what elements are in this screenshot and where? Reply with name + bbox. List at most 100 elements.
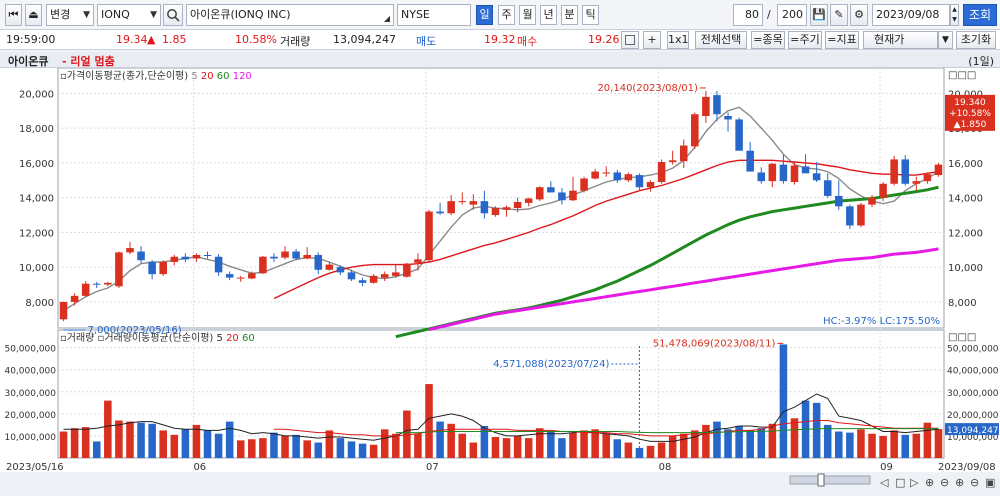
candle-body: [558, 192, 566, 201]
chart-control-icon[interactable]: ◁: [880, 476, 889, 489]
volume-bar: [325, 430, 334, 458]
chart-title-bar: 아이온큐 - 리얼 멈춤 (1일): [0, 52, 1000, 68]
x-tick-label: 07: [426, 462, 439, 473]
volume-legend: ▫거래량 ▫거래량이동평균(단순이평) 5 20 60: [60, 332, 255, 344]
candle-body: [425, 211, 433, 261]
period-month[interactable]: 월: [519, 5, 536, 25]
x-tick-label: 08: [659, 462, 672, 473]
exchange-select[interactable]: 변경 ▼: [46, 4, 94, 26]
collapse-icon[interactable]: ⏏: [25, 4, 42, 26]
current-price-tag-bg: [945, 94, 995, 131]
volume-bar: [159, 430, 167, 458]
volume-tick-label-left: 30,000,000: [4, 389, 56, 399]
chart-control-icon[interactable]: ⊖: [970, 476, 979, 489]
ratio-button[interactable]: 1x1: [667, 31, 689, 49]
save-icon: 💾: [812, 8, 826, 21]
volume-bar: [447, 423, 455, 458]
query-button[interactable]: 조회: [963, 4, 997, 26]
volume-bar: [901, 434, 910, 458]
draw-button[interactable]: ✎: [830, 4, 848, 26]
volume-bar: [491, 437, 500, 458]
price-ma-legend: ▫가격이동평균(종가,단순이평) 5 20 60 120: [60, 69, 252, 82]
date-value: 2023/09/08: [876, 8, 940, 21]
search-button[interactable]: [163, 4, 183, 26]
save-button[interactable]: 💾: [810, 4, 828, 26]
main-toolbar: ⏮ ⏏ 변경 ▼ IONQ ▼ 아이온큐(IONQ INC) ◢ NYSE 일 …: [0, 0, 1000, 30]
zoom-in-button[interactable]: +: [643, 31, 661, 49]
period-minute[interactable]: 분: [561, 5, 578, 25]
candle-body: [491, 208, 500, 216]
price-mode-label: 현재가: [874, 33, 905, 46]
candle-body: [602, 172, 610, 174]
indicator-button[interactable]: =지표: [825, 31, 859, 49]
scroll-track[interactable]: [789, 475, 871, 485]
checkbox-button[interactable]: [621, 31, 639, 49]
period-tick[interactable]: 틱: [582, 5, 599, 25]
bar-count-input[interactable]: 80: [733, 4, 763, 26]
price-tick-label-left: 10,000: [19, 263, 54, 274]
price-mode-select[interactable]: 현재가: [863, 31, 938, 49]
candle-body: [912, 181, 921, 184]
date-spinner[interactable]: ▲ ▼: [950, 4, 959, 26]
candle-body: [170, 256, 179, 262]
quote-time: 19:59:00: [6, 33, 56, 46]
candle-body: [857, 204, 865, 226]
scroll-thumb[interactable]: [817, 473, 825, 487]
candle-body: [214, 256, 223, 273]
chart-control-icon[interactable]: ⊖: [940, 476, 949, 489]
candle-body: [801, 166, 810, 174]
candle-body: [823, 180, 832, 196]
chart-symbol-name: 아이온큐: [8, 55, 49, 68]
volume-panel-buttons: □□□: [948, 332, 976, 343]
chart-control-icon[interactable]: ▷: [910, 476, 919, 489]
candle-body: [248, 273, 256, 279]
volume-bar: [691, 430, 699, 458]
candle-body: [325, 264, 334, 270]
price-tick-label-left: 16,000: [19, 159, 54, 170]
candle-body: [513, 202, 522, 209]
symbol-code-input[interactable]: IONQ ▼: [97, 4, 161, 26]
ask-label: 매도: [416, 35, 437, 48]
bar-total-field: 200: [777, 4, 807, 26]
price-tick-label-right: 12,000: [948, 228, 983, 239]
candle-body: [868, 197, 876, 205]
volume-bar: [148, 423, 156, 458]
candle-body: [580, 178, 588, 191]
period-button[interactable]: =주기: [788, 31, 822, 49]
chart-control-icon[interactable]: □: [895, 476, 905, 489]
candle-body: [524, 198, 533, 203]
volume-tick-label-left: 40,000,000: [4, 367, 56, 377]
date-input[interactable]: 2023/09/08: [872, 4, 950, 26]
period-day[interactable]: 일: [476, 5, 493, 25]
stock-chart[interactable]: 8,000 8,000 10,000 10,000 12,000 12,000 14,000…: [0, 68, 1000, 496]
chart-control-icon[interactable]: ⊕: [925, 476, 934, 489]
item-button[interactable]: =종목: [751, 31, 785, 49]
legend-period-60: 60: [217, 71, 233, 82]
select-all-button[interactable]: 전체선택: [695, 31, 747, 49]
symbol-name-field[interactable]: 아이온큐(IONQ INC) ◢: [186, 4, 394, 26]
candle-body: [635, 175, 644, 188]
volume-bar: [668, 435, 677, 458]
candle-body: [81, 283, 90, 296]
ask-price: 19.32: [484, 33, 516, 46]
period-week[interactable]: 주: [498, 5, 515, 25]
price-panel-buttons: □□□: [948, 70, 976, 81]
settings-button[interactable]: ⚙: [850, 4, 868, 26]
volume-tag-bg: [945, 423, 999, 436]
chart-control-icon[interactable]: ⊕: [955, 476, 964, 489]
volume-bar: [835, 431, 843, 458]
volume-bar: [846, 432, 854, 458]
candle-body: [181, 256, 190, 260]
chevron-down-icon[interactable]: ▼: [938, 31, 953, 49]
volume-bar: [768, 423, 777, 458]
chart-control-icon[interactable]: ▣: [985, 476, 995, 489]
volume-bar: [547, 431, 555, 458]
volume-bar: [735, 426, 743, 458]
volume-bar: [657, 442, 666, 458]
first-icon[interactable]: ⏮: [5, 4, 22, 26]
candle-body: [691, 114, 699, 147]
candle-body: [613, 172, 622, 181]
reset-button[interactable]: 초기화: [956, 31, 996, 49]
volume-bar: [414, 433, 422, 458]
period-year[interactable]: 년: [540, 5, 557, 25]
